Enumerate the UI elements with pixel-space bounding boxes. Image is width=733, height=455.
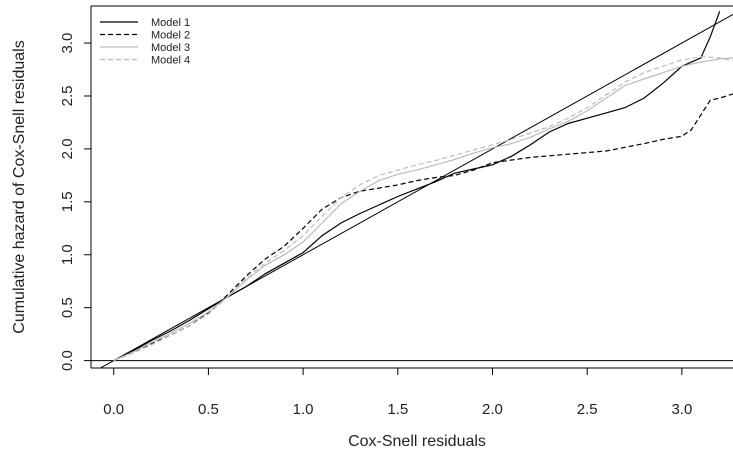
series-line-4 (113, 56, 733, 362)
series-line-3 (113, 57, 733, 362)
y-tick-label: 1.0 (59, 244, 76, 265)
legend-label-3: Model 3 (151, 42, 190, 54)
x-tick-label: 3.0 (671, 401, 692, 418)
y-tick-label: 0.5 (59, 297, 76, 318)
series-line-2 (113, 93, 733, 362)
x-tick-label: 2.0 (482, 401, 503, 418)
x-axis-title: Cox-Snell residuals (348, 433, 486, 450)
legend-label-1: Model 1 (151, 17, 190, 29)
y-tick-label: 0.0 (59, 350, 76, 371)
x-tick-label: 1.5 (387, 401, 408, 418)
x-tick-label: 0.5 (198, 401, 219, 418)
legend-label-4: Model 4 (151, 55, 190, 67)
x-tick-label: 2.5 (577, 401, 598, 418)
x-tick-label: 1.0 (293, 401, 314, 418)
series-group (113, 11, 733, 362)
y-tick-label: 2.0 (59, 138, 76, 159)
reference-line-identity (99, 14, 733, 368)
reference-lines (91, 14, 733, 368)
y-axis-title: Cumulative hazard of Cox-Snell residuals (11, 40, 28, 333)
x-axis-ticks: 0.0 0.5 1.0 1.5 2.0 2.5 3.0 (103, 368, 692, 418)
y-tick-label: 2.5 (59, 86, 76, 107)
x-tick-label: 0.0 (103, 401, 124, 418)
y-tick-label: 1.5 (59, 191, 76, 212)
series-line-1 (113, 11, 721, 362)
y-tick-label: 3.0 (59, 33, 76, 54)
y-axis-ticks: 0.0 0.5 1.0 1.5 2.0 2.5 3.0 (59, 33, 91, 371)
legend-label-2: Model 2 (151, 30, 190, 42)
